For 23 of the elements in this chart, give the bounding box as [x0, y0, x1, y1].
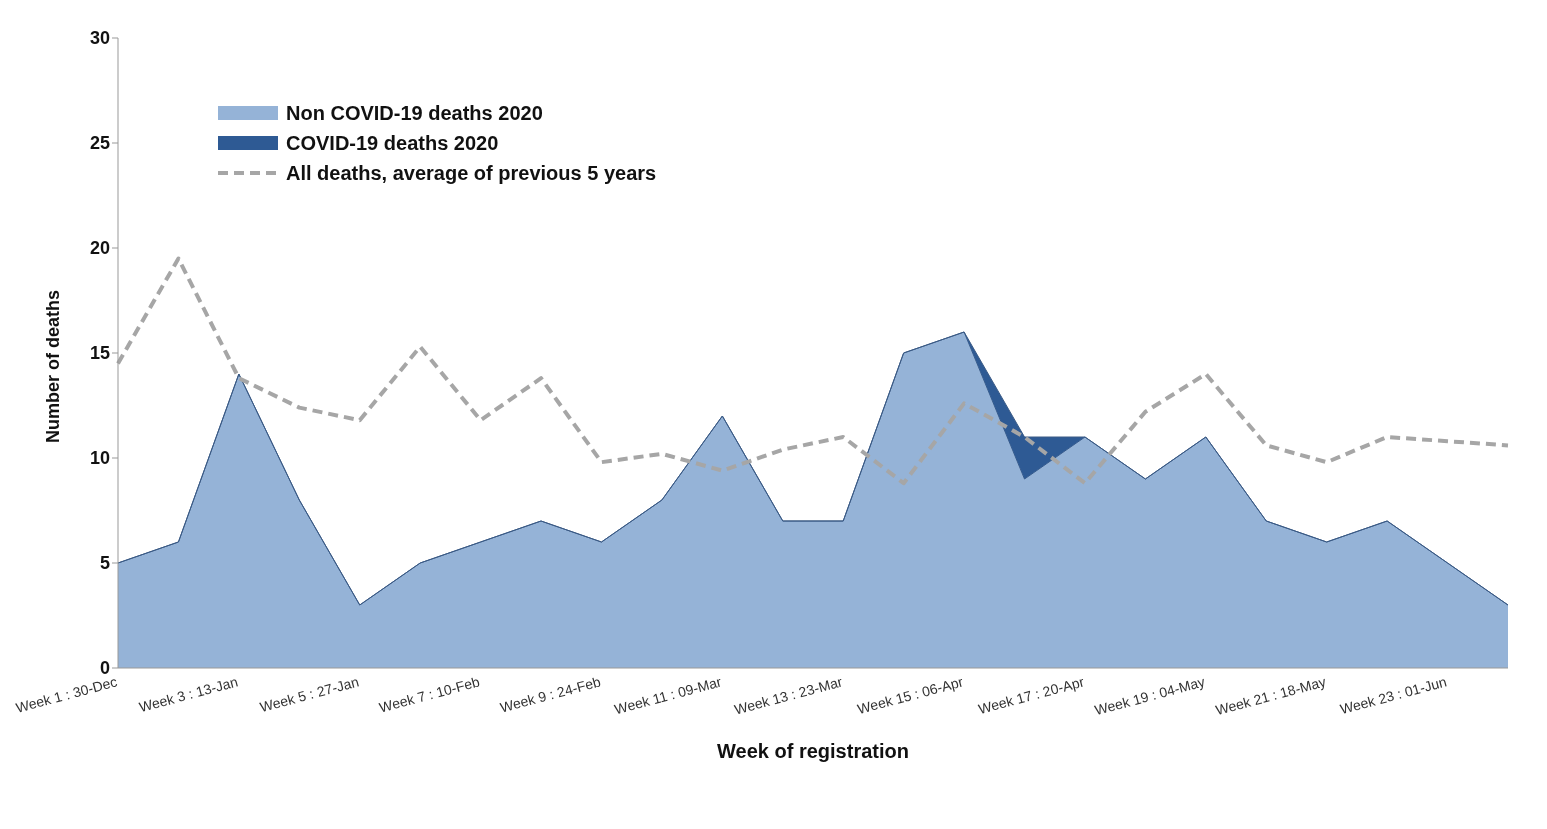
- y-tick-label: 10: [89, 448, 110, 469]
- x-tick-label: Week 23 : 01-Jun: [1338, 673, 1449, 718]
- x-tick-label: Week 19 : 04-May: [1092, 673, 1207, 719]
- x-tick-label: Week 21 : 18-May: [1213, 673, 1328, 719]
- legend-label: All deaths, average of previous 5 years: [286, 161, 657, 186]
- y-tick-label: 30: [89, 28, 110, 49]
- x-axis-title: Week of registration: [717, 740, 909, 762]
- y-axis-title: Number of deaths: [43, 289, 64, 443]
- x-tick-label: Week 3 : 13-Jan: [137, 673, 240, 716]
- legend-label: COVID-19 deaths 2020: [286, 131, 499, 156]
- y-tick-label: 15: [89, 343, 110, 364]
- x-tick-label: Week 9 : 24-Feb: [498, 673, 603, 716]
- x-tick-label: Week 15 : 06-Apr: [855, 673, 966, 718]
- y-tick-label: 20: [89, 238, 110, 259]
- x-tick-label: Week 17 : 20-Apr: [976, 673, 1087, 718]
- y-tick-label: 25: [89, 133, 110, 154]
- y-tick-label: 5: [99, 553, 110, 574]
- legend-label: Non COVID-19 deaths 2020: [286, 101, 543, 126]
- x-tick-label: Week 11 : 09-Mar: [612, 673, 724, 718]
- x-tick-label: Week 13 : 23-Mar: [732, 673, 845, 718]
- x-tick-label: Week 7 : 10-Feb: [377, 673, 482, 716]
- x-tick-label: Week 5 : 27-Jan: [258, 673, 361, 716]
- line-series: [116, 256, 1510, 486]
